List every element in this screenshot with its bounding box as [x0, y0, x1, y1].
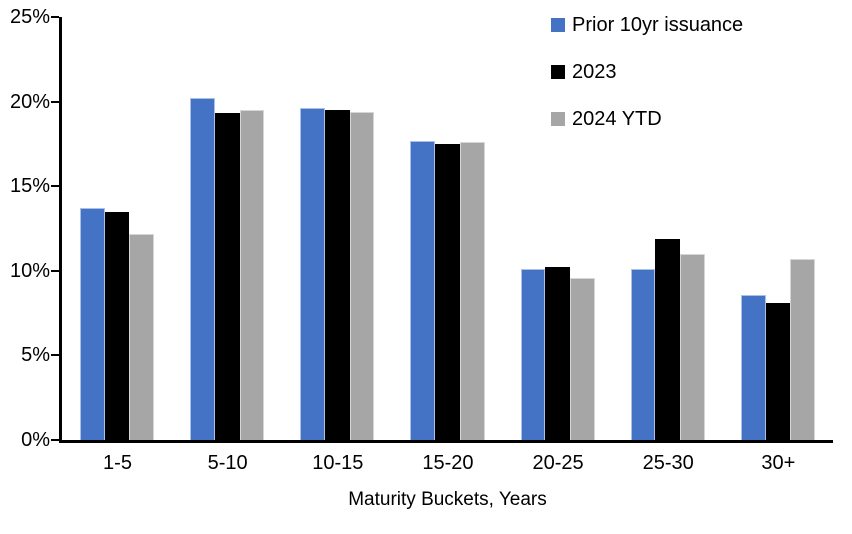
bar [410, 140, 436, 440]
y-tick-label: 15% [9, 175, 50, 198]
x-category-label: 1-5 [103, 452, 132, 474]
y-tick-label: 5% [21, 344, 50, 367]
legend-item: 2024 YTD [551, 107, 743, 131]
bar [435, 143, 460, 440]
legend-swatch-2024-ytd [551, 112, 565, 126]
bar [300, 108, 325, 440]
bar [349, 111, 375, 440]
y-tick-label: 20% [9, 90, 50, 113]
x-category-label: 10-15 [312, 452, 364, 474]
bar [239, 110, 265, 440]
y-tick-mark [51, 269, 59, 272]
bar [80, 208, 105, 440]
plot-area [59, 17, 833, 443]
y-tick-mark [51, 439, 59, 441]
y-tick-mark [51, 16, 59, 18]
legend-swatch-2023 [551, 65, 565, 79]
legend-label: 2023 [572, 61, 617, 83]
bar [680, 253, 705, 440]
bar [459, 142, 485, 440]
bar [520, 269, 546, 440]
bar [190, 98, 215, 440]
bar [630, 269, 656, 440]
legend: Prior 10yr issuance 2023 2024 YTD [551, 13, 743, 131]
legend-label: Prior 10yr issuance [572, 14, 744, 36]
bar [545, 267, 570, 440]
x-category-label: 5-10 [207, 452, 248, 474]
bar [104, 211, 130, 440]
bar [569, 277, 595, 440]
x-category-label: 20-25 [532, 452, 584, 474]
x-category-label: 30+ [761, 452, 796, 474]
bar [325, 110, 350, 440]
legend-swatch-prior-10yr-issuance [551, 18, 565, 32]
y-tick-mark [51, 185, 59, 188]
bar [214, 113, 240, 440]
bar [740, 294, 766, 440]
x-category-label: 15-20 [422, 452, 474, 474]
legend-item: 2023 [551, 60, 743, 84]
y-tick-label: 0% [21, 429, 50, 451]
legend-item: Prior 10yr issuance [551, 13, 743, 37]
x-category-label: 25-30 [642, 452, 694, 474]
y-tick-label: 10% [9, 259, 50, 282]
bar [655, 238, 681, 440]
bar [129, 233, 155, 440]
x-axis-title: Maturity Buckets, Years [348, 489, 547, 510]
bar [765, 302, 791, 440]
y-tick-mark [51, 354, 59, 357]
y-tick-mark [51, 100, 59, 103]
y-tick-label: 25% [9, 6, 50, 28]
bar [790, 258, 815, 440]
legend-label: 2024 YTD [572, 108, 662, 130]
